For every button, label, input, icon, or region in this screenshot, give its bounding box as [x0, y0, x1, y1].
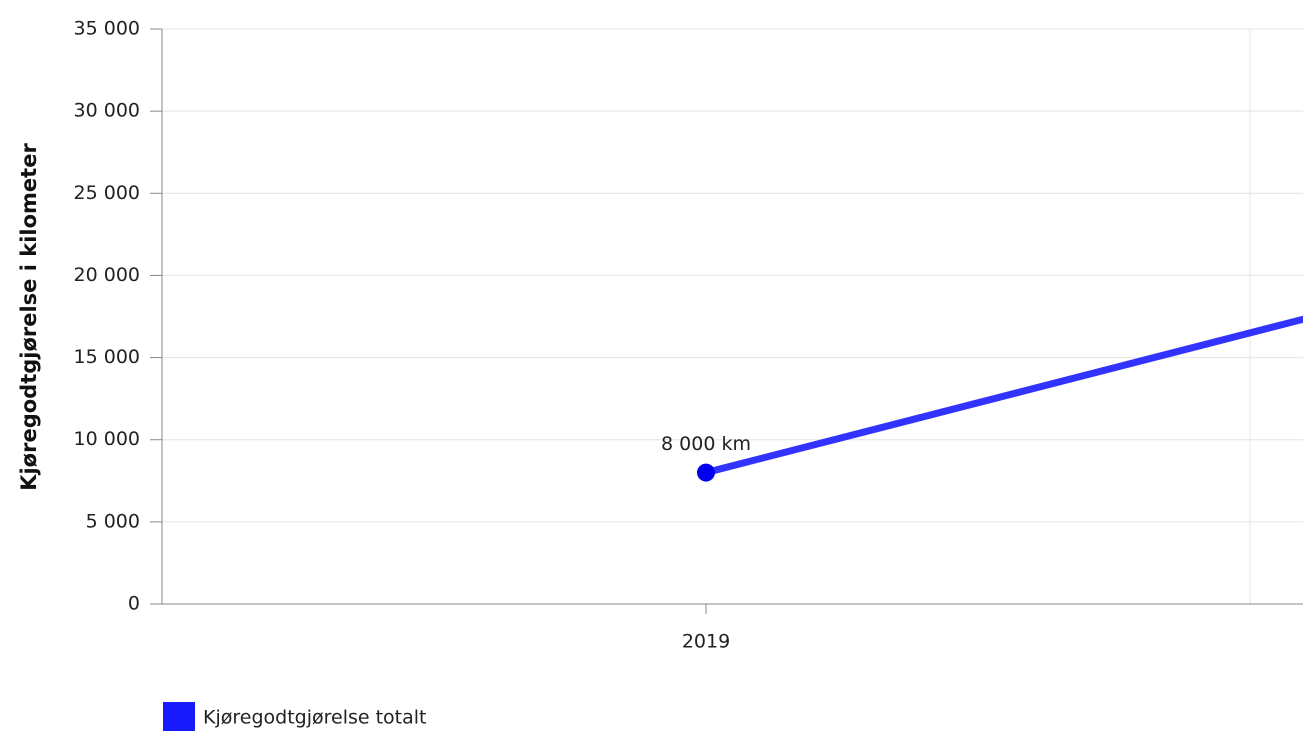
series-line [705, 315, 1303, 476]
y-axis-label: Kjøregodtgjørelse i kilometer [17, 143, 41, 491]
legend-swatch [163, 702, 195, 731]
point [697, 463, 715, 482]
legend-label: Kjøregodtgjørelse totalt [203, 707, 427, 729]
y-tick-label: 10 000 [74, 428, 140, 450]
y-tick-label: 30 000 [74, 100, 140, 122]
y-tick-label: 5 000 [86, 510, 140, 532]
data-label: 8 000 km [661, 433, 751, 455]
y-tick-label: 20 000 [74, 264, 140, 286]
y-tick-label: 35 000 [74, 18, 140, 40]
y-tick-label: 0 [128, 593, 140, 615]
y-tick-label: 15 000 [74, 346, 140, 368]
y-tick-label: 25 000 [74, 182, 140, 204]
x-tick-label: 2019 [682, 631, 730, 653]
